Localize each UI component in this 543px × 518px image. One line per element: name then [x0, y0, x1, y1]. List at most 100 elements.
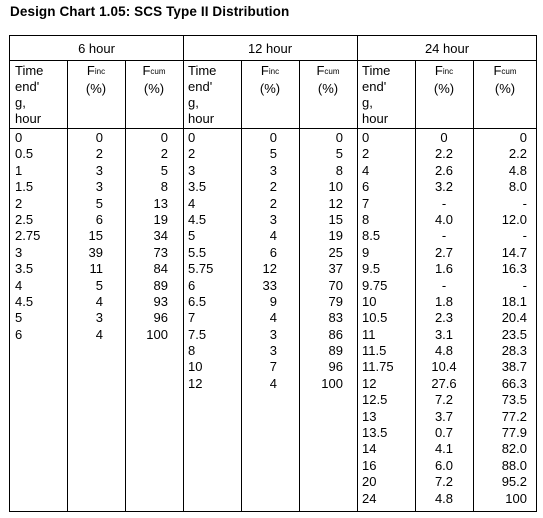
group-divider [357, 36, 358, 511]
table-cell: - [522, 195, 527, 211]
table-cell: 12 [362, 375, 377, 391]
column-divider [415, 61, 416, 511]
table-cell: 9 [269, 293, 277, 309]
table-cell: 4 [269, 228, 277, 244]
table-cell: 4.8 [434, 343, 454, 359]
table-cell: 82.0 [501, 441, 527, 457]
table-cell: 2.7 [434, 244, 454, 260]
table-cell: 2 [160, 146, 168, 162]
table-cell: 89 [328, 343, 343, 359]
group-header-24hour: 24 hour [424, 41, 470, 56]
table-cell: 2.6 [434, 162, 454, 178]
table-cell: 0 [269, 130, 277, 145]
table-cell: 6 [269, 244, 277, 260]
table-cell: 2 [188, 146, 196, 162]
table-cell: 2.5 [15, 211, 34, 227]
table-cell: 84 [153, 261, 168, 277]
col-finc: 0 2 3 3 5 6 15 39 11 5 4 3 4 [67, 130, 103, 343]
table-cell: 4.5 [15, 293, 34, 309]
table-cell: 73.5 [501, 392, 527, 408]
table-cell: 2.2 [434, 146, 454, 162]
table-cell: 25 [328, 244, 343, 260]
col-header-finc: Finc (%) [433, 63, 455, 96]
table-cell: 3 [269, 211, 277, 227]
table-cell: 7.2 [434, 392, 454, 408]
table-cell: 3.7 [434, 408, 454, 424]
table-cell: 11 [362, 326, 376, 342]
table-cell: 3 [95, 162, 103, 178]
table-cell: 12.0 [501, 211, 527, 227]
col-fcum: 0 2 5 8 13 19 34 73 84 89 93 96 100 [125, 130, 168, 343]
table-cell: 4 [15, 277, 23, 293]
table-cell: 8 [188, 343, 196, 359]
table-cell: 19 [328, 228, 343, 244]
table-cell: 0 [95, 130, 103, 145]
table-cell: 12 [262, 261, 277, 277]
table-cell: 4 [95, 293, 103, 309]
table-cell: 2 [269, 179, 277, 195]
table-cell: 95.2 [501, 474, 527, 490]
table-cell: 5 [160, 162, 168, 178]
table-cell: 8 [160, 179, 168, 195]
table-cell: 2 [15, 195, 23, 211]
table-cell: 5 [15, 310, 23, 326]
table-cell: 5 [95, 277, 103, 293]
table-cell: 10.5 [362, 310, 388, 326]
group-divider [183, 36, 184, 511]
table-cell: 89 [153, 277, 168, 293]
table-cell: 70 [328, 277, 343, 293]
group-header-6hour: 6 hour [78, 41, 115, 56]
table-cell: 0 [440, 130, 448, 145]
table-cell: 0.7 [434, 425, 454, 441]
table-cell: 3.5 [15, 261, 34, 277]
table-cell: 18.1 [501, 293, 527, 309]
table-cell: 5 [188, 228, 196, 244]
table-cell: 96 [153, 310, 168, 326]
table-cell: 24 [362, 490, 377, 506]
col-header-fcum: Fcum (%) [316, 63, 340, 96]
table-cell: 3.2 [434, 179, 454, 195]
column-divider [67, 61, 68, 511]
table-cell: - [441, 228, 447, 244]
table-cell: 12 [328, 195, 343, 211]
table-cell: 3 [188, 162, 196, 178]
column-divider [473, 61, 474, 511]
table-cell: 3 [95, 179, 103, 195]
table-cell: 77.2 [501, 408, 527, 424]
table-cell: 16.3 [501, 261, 527, 277]
chart-title: Design Chart 1.05: SCS Type II Distribut… [10, 4, 290, 19]
table-cell: 34 [153, 228, 168, 244]
column-divider [241, 61, 242, 511]
table-cell: 7 [362, 195, 370, 211]
table-cell: 3 [269, 343, 277, 359]
table-cell: 33 [262, 277, 277, 293]
column-header-rule [10, 128, 536, 129]
col-header-time: Time end' g, hour [188, 63, 217, 126]
table-cell: 83 [328, 310, 343, 326]
table-cell: 0.5 [15, 146, 34, 162]
table-cell: 20.4 [501, 310, 527, 326]
table-cell: 4 [269, 375, 277, 391]
table-cell: 8.0 [508, 179, 527, 195]
table-cell: 4 [269, 310, 277, 326]
table-cell: 6.0 [434, 457, 454, 473]
table-cell: 14.7 [501, 244, 527, 260]
table-cell: 100 [505, 490, 527, 506]
table-cell: 9.75 [362, 277, 388, 293]
col-fcum: 0 5 8 10 12 15 19 25 37 70 79 83 86 89 96 100 [299, 130, 343, 392]
table-cell: 7 [188, 310, 196, 326]
table-cell: 0 [335, 130, 343, 145]
table-cell: 0 [188, 130, 196, 145]
table-cell: - [441, 195, 447, 211]
table-cell: 23.5 [501, 326, 527, 342]
table-cell: 3 [15, 244, 23, 260]
column-divider [125, 61, 126, 511]
table-cell: 28.3 [501, 343, 527, 359]
table-cell: 96 [328, 359, 343, 375]
table-cell: - [522, 228, 527, 244]
table-cell: 13.5 [362, 425, 388, 441]
col-header-time: Time end' g, hour [362, 63, 391, 126]
table-cell: 8 [362, 211, 370, 227]
table-cell: 9 [362, 244, 370, 260]
table-cell: 1.6 [434, 261, 454, 277]
